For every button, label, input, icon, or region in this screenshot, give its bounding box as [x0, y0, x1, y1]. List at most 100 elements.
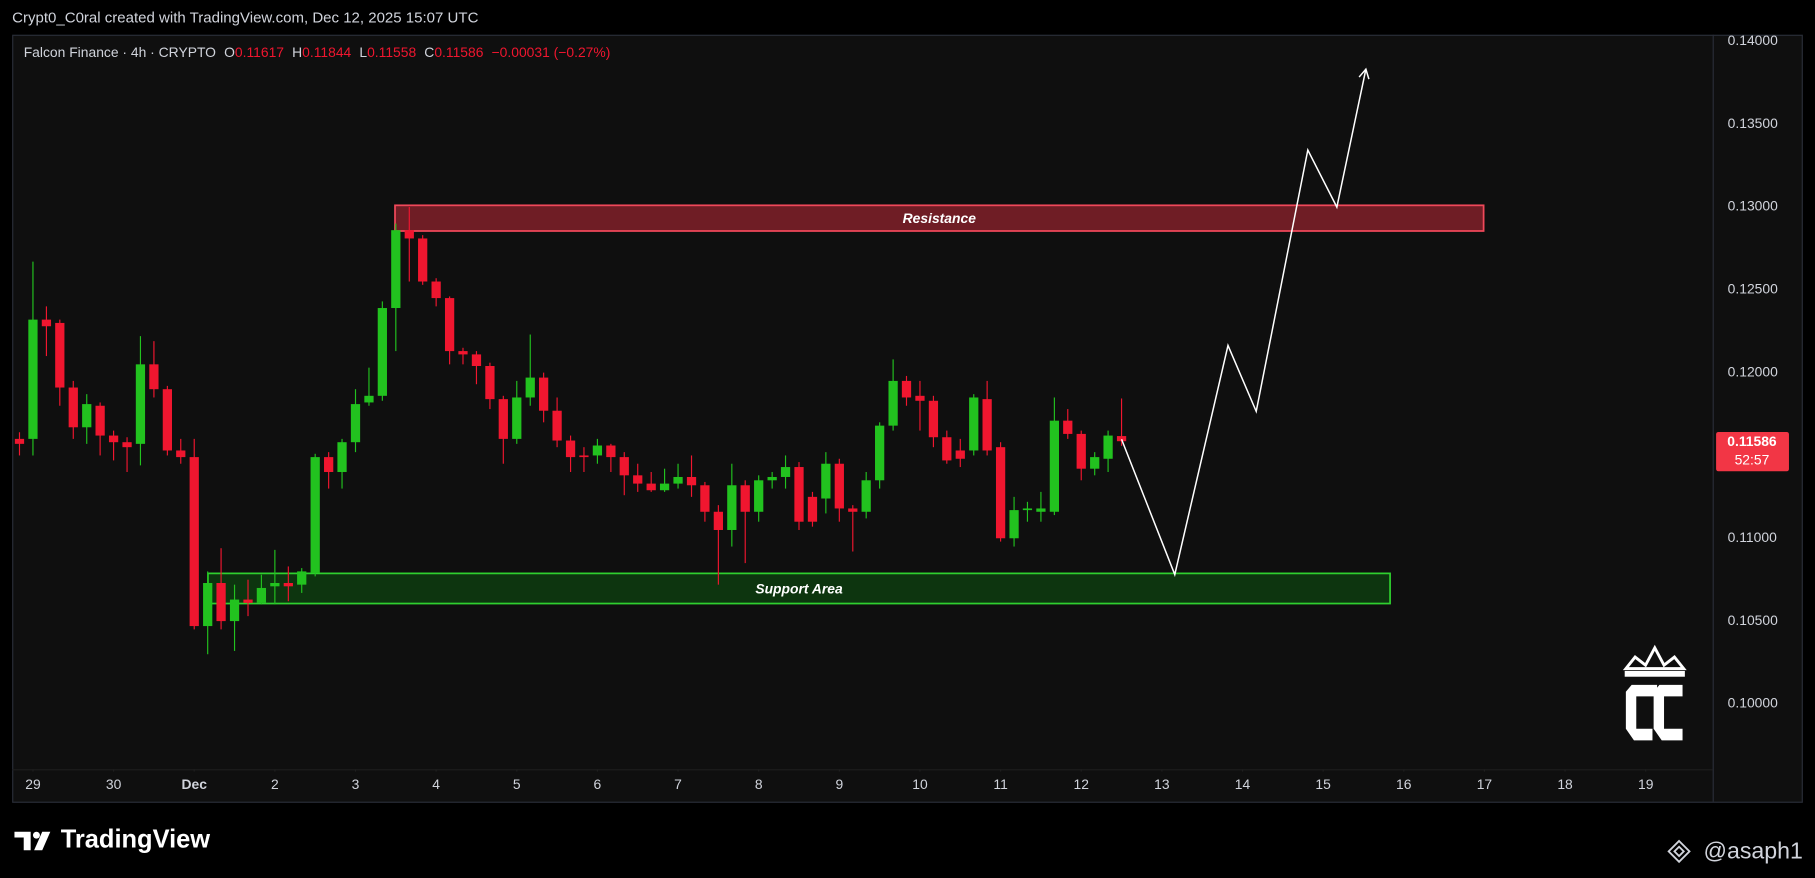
candle-body	[283, 582, 293, 587]
y-tick-label: 0.13000	[1728, 198, 1778, 214]
y-tick-label: 0.11000	[1728, 529, 1777, 545]
plot: Falcon Finance · 4h · CRYPTO O0.11617 H0.1…	[14, 32, 1778, 792]
candle-body	[256, 587, 267, 603]
countdown-label: 52:57	[1735, 452, 1770, 468]
candle-body	[82, 404, 92, 428]
candle-body	[767, 476, 777, 481]
x-tick-label: 4	[432, 776, 440, 792]
watermark-logo	[1622, 644, 1687, 741]
candle-body	[41, 319, 52, 327]
candle-body	[1022, 508, 1033, 511]
candle-body	[807, 496, 818, 522]
candle-body	[942, 437, 952, 461]
x-tick-label: Dec	[181, 776, 207, 792]
zone-label: Resistance	[903, 210, 977, 226]
y-tick-label: 0.12000	[1728, 363, 1778, 379]
candle-body	[377, 308, 387, 396]
legend-value: 0.11586	[434, 44, 483, 60]
candle-body	[552, 410, 562, 441]
candle-body	[686, 476, 697, 486]
x-tick-label: 18	[1557, 776, 1573, 792]
candle-body	[848, 508, 858, 512]
candle-body	[108, 435, 119, 443]
x-tick-label: 13	[1154, 776, 1170, 792]
candle-body	[1090, 457, 1100, 469]
candle-body	[794, 467, 804, 522]
handle-icon	[1667, 839, 1691, 864]
candle-body	[740, 485, 750, 512]
candle-body	[888, 380, 898, 426]
projection-path	[1120, 69, 1367, 578]
candle-body	[754, 480, 764, 512]
candle-body	[404, 230, 414, 239]
candle-body	[592, 445, 603, 456]
zone-label: Support Area	[755, 580, 843, 596]
legend-key: O	[224, 44, 235, 60]
candle-body	[673, 476, 683, 484]
x-tick-label: 16	[1396, 776, 1412, 792]
legend-value: 0.11844	[302, 44, 351, 60]
candle-body	[243, 599, 253, 603]
candle-body	[149, 364, 159, 390]
candle-body	[995, 447, 1006, 539]
candle-body	[619, 457, 629, 476]
x-tick-label: 8	[755, 776, 763, 792]
x-tick-label: 10	[912, 776, 928, 792]
candle-body	[444, 298, 455, 352]
x-tick-label: 7	[674, 776, 682, 792]
candle-body	[1103, 435, 1113, 459]
ohlc-legend: Falcon Finance · 4h · CRYPTO O0.11617 H0.1…	[24, 44, 611, 60]
candle-body	[364, 395, 374, 403]
candle-body	[391, 230, 401, 309]
candle-body	[659, 483, 670, 491]
candle-body	[297, 571, 307, 585]
zone-box	[394, 204, 1485, 232]
candle-body	[713, 511, 723, 530]
candle-body	[955, 450, 965, 459]
candle-body	[14, 438, 25, 444]
x-tick-label: 30	[106, 776, 122, 792]
candle-body	[485, 365, 495, 400]
candle-body	[162, 389, 173, 451]
candle-body	[1036, 508, 1046, 512]
candle-body	[875, 425, 885, 481]
candle-body	[928, 400, 939, 438]
x-tick-label: 19	[1638, 776, 1654, 792]
candle-body	[95, 405, 105, 436]
candle-body	[821, 463, 831, 499]
candle-body	[431, 281, 441, 299]
legend-title: Falcon Finance · 4h · CRYPTO	[24, 44, 216, 60]
price-tag	[1716, 431, 1789, 472]
legend-key: L	[359, 44, 367, 60]
candle-body	[471, 354, 482, 366]
price-tag-label: 0.11586	[1727, 433, 1777, 449]
candle-body	[498, 399, 508, 439]
x-tick-label: 17	[1477, 776, 1493, 792]
candle-body	[1076, 433, 1086, 469]
candle-body	[538, 377, 549, 411]
legend-change: −0.00031 (−0.27%)	[492, 44, 611, 60]
tradingview-brand: TradingView	[61, 826, 211, 854]
candle-body	[646, 483, 656, 491]
candle-body	[216, 582, 226, 622]
candle-body	[1049, 420, 1060, 512]
candle-body	[458, 351, 468, 355]
candle-body	[727, 485, 737, 530]
candle-body	[324, 457, 334, 473]
candle-body	[901, 380, 912, 398]
candle-body	[189, 457, 199, 627]
candle-body	[176, 450, 186, 458]
candle-body	[606, 445, 616, 458]
x-tick-label: 3	[352, 776, 360, 792]
candle-body	[28, 319, 38, 439]
candle-body	[915, 395, 925, 401]
candle-body	[122, 442, 132, 448]
candle-body	[969, 397, 979, 451]
projection-arrowhead	[1358, 67, 1370, 80]
candle-body	[270, 582, 280, 587]
x-tick-label: 14	[1235, 776, 1251, 792]
y-tick-label: 0.14000	[1728, 32, 1778, 48]
candle-body	[525, 377, 535, 398]
candle-body	[834, 463, 844, 509]
